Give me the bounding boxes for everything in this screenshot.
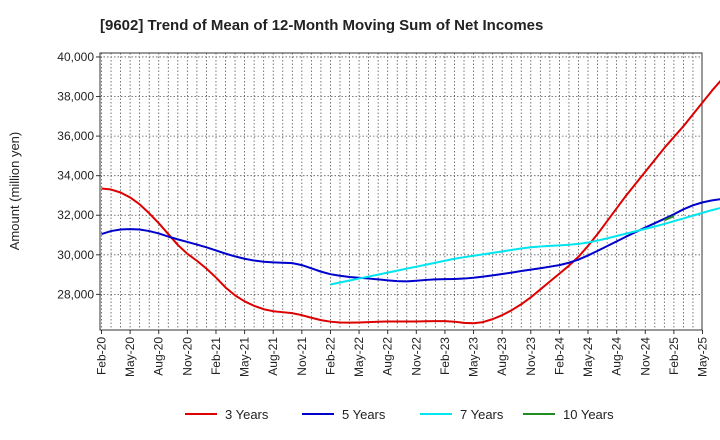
x-tick-label: Feb-22 xyxy=(323,337,337,375)
x-tick-label: Aug-21 xyxy=(266,337,280,376)
series-line-3-years xyxy=(101,79,720,325)
x-tick-label: Feb-25 xyxy=(667,337,681,375)
y-axis-label: Amount (million yen) xyxy=(7,132,22,251)
series-line-5-years xyxy=(101,198,720,283)
x-tick-label: Feb-23 xyxy=(438,337,452,375)
series-layer xyxy=(101,79,720,325)
x-tick-label: Aug-24 xyxy=(610,337,624,376)
y-tick-label: 32,000 xyxy=(57,208,94,222)
x-tick-label: May-23 xyxy=(467,337,481,377)
legend-label: 7 Years xyxy=(460,407,504,422)
x-tick-label: Aug-20 xyxy=(152,337,166,376)
x-tick-label: Aug-22 xyxy=(381,337,395,376)
chart-title: [9602] Trend of Mean of 12-Month Moving … xyxy=(100,17,543,34)
x-axis-ticks: Feb-20 May-20 Aug-20 Nov-20 Feb-21 May-21 Aug-… xyxy=(95,330,710,377)
legend-label: 5 Years xyxy=(342,407,386,422)
legend-label: 3 Years xyxy=(225,407,269,422)
series-line-10-years xyxy=(663,215,675,222)
y-tick-label: 36,000 xyxy=(57,129,94,143)
y-tick-label: 30,000 xyxy=(57,248,94,262)
grid-layer xyxy=(100,53,702,330)
legend-label: 10 Years xyxy=(563,407,614,422)
x-tick-label: Nov-23 xyxy=(524,337,538,376)
y-axis-ticks: 28,000 30,000 32,000 34,000 36,000 38,000 40,0… xyxy=(57,50,100,301)
plot-area-frame xyxy=(99,52,703,331)
x-tick-label: Nov-22 xyxy=(409,337,423,376)
x-tick-label: Nov-20 xyxy=(180,337,194,376)
x-tick-label: May-20 xyxy=(123,337,137,377)
y-tick-label: 34,000 xyxy=(57,169,94,183)
x-tick-label: Feb-24 xyxy=(552,337,566,375)
x-tick-label: May-24 xyxy=(581,337,595,377)
series-line-7-years xyxy=(330,207,720,286)
y-tick-label: 28,000 xyxy=(57,287,94,301)
x-tick-label: May-25 xyxy=(696,337,710,377)
legend: 3 Years 5 Years 7 Years 10 Years xyxy=(185,407,614,422)
x-tick-label: Nov-24 xyxy=(638,337,652,376)
x-tick-label: Feb-20 xyxy=(95,337,109,375)
y-tick-label: 38,000 xyxy=(57,90,94,104)
x-tick-label: Feb-21 xyxy=(209,337,223,375)
y-tick-label: 40,000 xyxy=(57,50,94,64)
x-tick-label: Aug-23 xyxy=(495,337,509,376)
x-tick-label: May-21 xyxy=(238,337,252,377)
x-tick-label: Nov-21 xyxy=(295,337,309,376)
x-tick-label: May-22 xyxy=(352,337,366,377)
